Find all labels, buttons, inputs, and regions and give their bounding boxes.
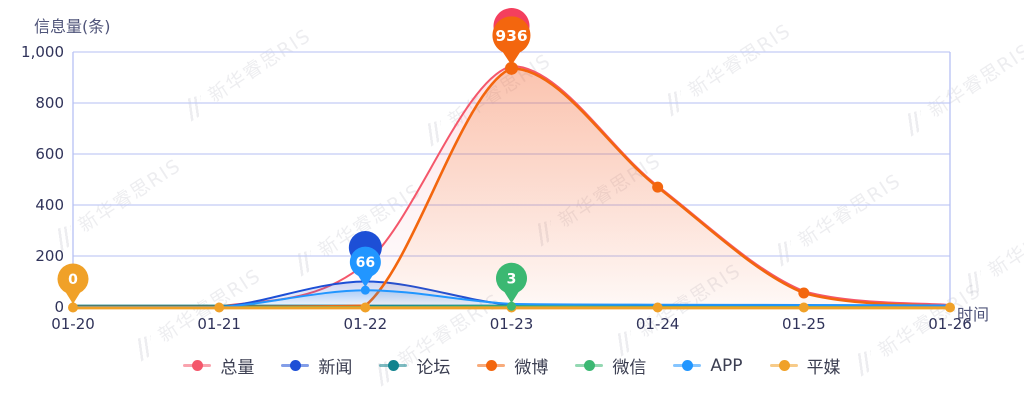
legend-label: APP bbox=[710, 355, 743, 376]
series-area-app bbox=[73, 290, 950, 307]
y-tick-label: 1,000 bbox=[21, 43, 64, 61]
marker-balloon-pingmei bbox=[57, 263, 89, 304]
baseline-dot bbox=[360, 302, 371, 313]
legend-label: 平媒 bbox=[806, 358, 841, 378]
legend-item-app[interactable]: APP bbox=[673, 355, 743, 376]
legend-label: 论坛 bbox=[416, 358, 451, 378]
x-tick-label: 01-26 bbox=[928, 315, 972, 333]
marker-value-app: 66 bbox=[356, 255, 375, 271]
data-point-dot-weibo bbox=[798, 287, 810, 299]
legend-label: 微博 bbox=[514, 358, 549, 378]
legend-marker-dot bbox=[192, 360, 204, 371]
marker-balloon-weixin bbox=[496, 262, 527, 304]
legend-label: 新闻 bbox=[318, 358, 353, 378]
x-tick-label: 01-20 bbox=[51, 315, 95, 333]
data-point-dot-weibo bbox=[652, 181, 664, 193]
legend-label: 微信 bbox=[612, 358, 647, 378]
marker-anchor-dot-weixin bbox=[507, 301, 516, 311]
legend-marker-icon bbox=[379, 360, 408, 371]
legend-marker-dot bbox=[388, 360, 400, 371]
legend-item-xinwen[interactable]: 新闻 bbox=[281, 353, 352, 378]
legend-label: 总量 bbox=[220, 358, 255, 378]
marker-value-weibo: 936 bbox=[495, 27, 527, 45]
y-axis-title: 信息量(条) bbox=[34, 17, 111, 36]
baseline-dot bbox=[945, 302, 955, 313]
x-axis-title: 时间 bbox=[957, 305, 990, 324]
marker-balloon-weibo bbox=[492, 16, 531, 66]
legend-marker-dot bbox=[682, 360, 694, 371]
marker-anchor-dot-weibo bbox=[505, 61, 518, 75]
legend-marker-dot bbox=[584, 360, 596, 371]
legend-item-pingmei[interactable]: 平媒 bbox=[769, 353, 841, 378]
baseline-dot bbox=[652, 302, 663, 313]
marker-value-pingmei: 0 bbox=[68, 272, 78, 288]
legend-marker-dot bbox=[486, 360, 498, 371]
legend-marker-dot bbox=[778, 360, 790, 371]
legend-item-zongliang[interactable]: 总量 bbox=[183, 353, 254, 378]
marker-anchor-dot-app bbox=[360, 285, 370, 295]
legend-item-weibo[interactable]: 微博 bbox=[477, 353, 548, 378]
legend-item-weixin[interactable]: 微信 bbox=[575, 353, 646, 378]
legend-marker-icon bbox=[575, 360, 604, 371]
y-tick-label: 400 bbox=[35, 196, 64, 214]
baseline-dot bbox=[798, 302, 809, 313]
y-tick-label: 600 bbox=[35, 145, 64, 163]
x-tick-label: 01-24 bbox=[636, 315, 680, 333]
marker-value-weixin: 3 bbox=[507, 271, 517, 287]
legend-marker-icon bbox=[183, 360, 212, 371]
legend-marker-dot bbox=[290, 360, 302, 371]
x-tick-label: 01-25 bbox=[782, 315, 826, 333]
legend-item-luntan[interactable]: 论坛 bbox=[379, 353, 450, 378]
legend-marker-icon bbox=[281, 360, 310, 371]
x-tick-label: 01-21 bbox=[197, 315, 241, 333]
y-tick-label: 200 bbox=[35, 247, 64, 265]
marker-anchor-dot-pingmei bbox=[68, 302, 78, 312]
marker-balloon-app bbox=[349, 246, 381, 288]
y-tick-label: 0 bbox=[54, 298, 64, 316]
y-tick-label: 800 bbox=[35, 94, 64, 112]
chart-legend: 总量 新闻 论坛 微博 微信 APP 平媒 bbox=[0, 353, 1024, 378]
x-tick-label: 01-22 bbox=[344, 315, 388, 333]
legend-marker-icon bbox=[477, 360, 506, 371]
legend-marker-icon bbox=[673, 360, 702, 371]
x-tick-label: 01-23 bbox=[490, 315, 534, 333]
baseline-dot bbox=[214, 302, 225, 313]
legend-marker-icon bbox=[769, 360, 798, 371]
